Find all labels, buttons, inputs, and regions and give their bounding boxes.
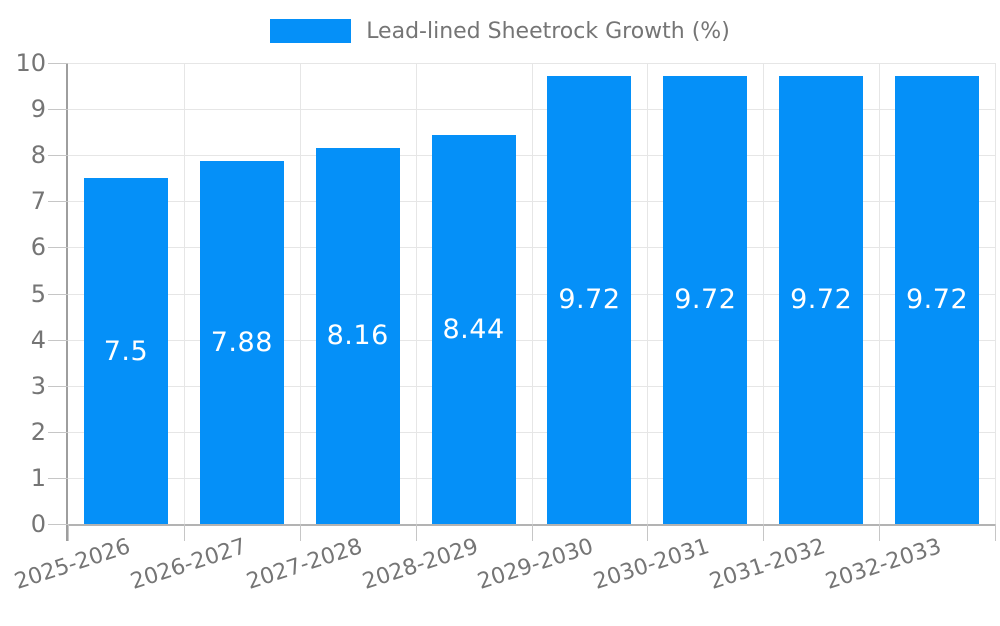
bar: 7.5 [83,178,168,524]
v-gridline [300,63,301,524]
h-gridline [68,385,995,387]
v-gridline [879,63,880,524]
h-gridline [68,201,995,203]
x-tick [416,524,417,541]
y-axis-label: 9 [30,95,46,124]
legend: Lead-lined Sheetrock Growth (%) [0,17,1000,45]
y-axis-label: 4 [30,325,46,354]
x-tick [532,524,533,541]
y-axis-label: 2 [30,417,46,446]
y-axis-label: 7 [30,187,46,216]
bar-value-label: 7.88 [210,326,273,358]
y-tick [48,293,68,295]
h-gridline [68,339,995,341]
y-tick [48,155,68,157]
y-tick [48,477,68,479]
h-gridline [68,63,995,64]
bar-value-label: 7.5 [103,335,149,367]
y-axis-line [66,63,68,541]
x-tick [300,524,301,541]
y-axis-label: 1 [30,463,46,492]
y-axis-label: 0 [30,510,46,538]
h-gridline [68,109,995,111]
plot-area: 7.5 7.88 8.16 8.44 9.72 9.72 9.72 9.72 [68,63,996,524]
bar: 8.44 [431,134,516,524]
bar-value-label: 9.72 [674,284,737,316]
x-axis-label: 2032-2033 [822,534,945,595]
y-tick [48,385,68,387]
x-tick [68,524,69,541]
x-tick [995,524,996,541]
y-tick [48,109,68,111]
v-gridline [184,63,185,524]
bar: 9.72 [547,75,632,524]
bar: 7.88 [199,160,284,524]
v-gridline [995,63,996,524]
h-gridline [68,247,995,249]
bar: 9.72 [779,75,864,524]
x-axis-line [68,524,995,526]
legend-swatch [270,19,352,43]
y-tick [48,431,68,433]
bar: 8.16 [315,147,400,524]
bar-value-label: 9.72 [790,284,853,316]
bar: 9.72 [895,75,980,524]
y-axis-label: 8 [30,141,46,170]
y-tick [48,63,68,64]
bar-value-label: 9.72 [558,284,621,316]
y-axis-label: 5 [30,279,46,308]
h-gridline [68,477,995,479]
bar-chart: Lead-lined Sheetrock Growth (%) 7.5 7.88 8… [0,17,1000,595]
x-tick [184,524,185,541]
x-tick [647,524,648,541]
bar-value-label: 9.72 [906,284,969,316]
x-tick [879,524,880,541]
bar: 9.72 [663,75,748,524]
y-axis-label: 3 [30,371,46,400]
h-gridline [68,431,995,433]
bar-value-label: 8.16 [326,320,389,352]
bar-value-label: 8.44 [442,313,505,345]
h-gridline [68,155,995,157]
v-gridline [532,63,533,524]
y-axis-label: 6 [30,233,46,262]
x-tick [763,524,764,541]
y-tick [48,201,68,203]
y-tick [48,524,68,525]
h-gridline [68,293,995,295]
v-gridline [647,63,648,524]
v-gridline [416,63,417,524]
v-gridline [763,63,764,524]
y-tick [48,339,68,341]
y-tick [48,247,68,249]
chart-title: Lead-lined Sheetrock Growth (%) [366,18,730,44]
y-axis-label: 10 [15,49,46,77]
